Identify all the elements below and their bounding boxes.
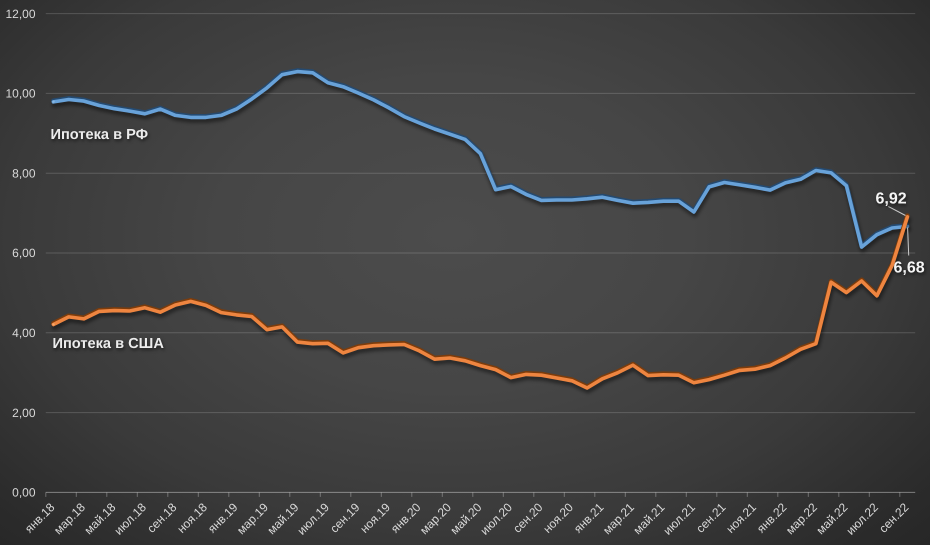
svg-text:янв.19: янв.19 (205, 500, 241, 536)
svg-text:мар.22: мар.22 (783, 500, 820, 537)
svg-text:июл.21: июл.21 (660, 500, 698, 538)
svg-text:янв.20: янв.20 (388, 500, 424, 536)
svg-text:янв.22: янв.22 (754, 500, 790, 536)
svg-text:май.18: май.18 (82, 500, 119, 537)
svg-text:6,68: 6,68 (894, 260, 925, 277)
svg-text:12,00: 12,00 (5, 7, 35, 21)
svg-text:мар.19: мар.19 (234, 500, 271, 537)
svg-text:янв.21: янв.21 (571, 500, 607, 536)
svg-text:май.22: май.22 (814, 500, 851, 537)
svg-text:ноя.19: ноя.19 (357, 500, 393, 536)
svg-text:сен.20: сен.20 (510, 500, 546, 536)
svg-text:сен.21: сен.21 (693, 500, 729, 536)
svg-text:ноя.21: ноя.21 (723, 500, 759, 536)
svg-text:май.19: май.19 (265, 500, 302, 537)
svg-text:8,00: 8,00 (12, 166, 36, 180)
svg-text:2,00: 2,00 (12, 406, 36, 420)
svg-text:сен.19: сен.19 (327, 500, 363, 536)
svg-text:0,00: 0,00 (12, 486, 36, 500)
svg-text:10,00: 10,00 (5, 87, 35, 101)
svg-text:сен.22: сен.22 (876, 500, 912, 536)
svg-text:4,00: 4,00 (12, 326, 36, 340)
svg-text:май.21: май.21 (631, 500, 668, 537)
svg-text:Ипотека в США: Ипотека в США (53, 336, 165, 352)
svg-text:мар.18: мар.18 (51, 500, 88, 537)
svg-text:мар.21: мар.21 (600, 500, 637, 537)
svg-text:сен.18: сен.18 (144, 500, 180, 536)
svg-text:мар.20: мар.20 (417, 500, 454, 537)
svg-text:июл.20: июл.20 (477, 500, 515, 538)
svg-text:ноя.18: ноя.18 (174, 500, 210, 536)
svg-text:июл.19: июл.19 (294, 500, 332, 538)
svg-text:Ипотека в РФ: Ипотека в РФ (51, 127, 149, 143)
svg-text:июл.18: июл.18 (111, 500, 149, 538)
svg-text:янв.18: янв.18 (22, 500, 58, 536)
svg-text:6,92: 6,92 (876, 191, 907, 208)
svg-text:май.20: май.20 (448, 500, 485, 537)
svg-text:6,00: 6,00 (12, 246, 36, 260)
svg-text:ноя.20: ноя.20 (540, 500, 576, 536)
svg-text:июл.22: июл.22 (843, 500, 881, 538)
